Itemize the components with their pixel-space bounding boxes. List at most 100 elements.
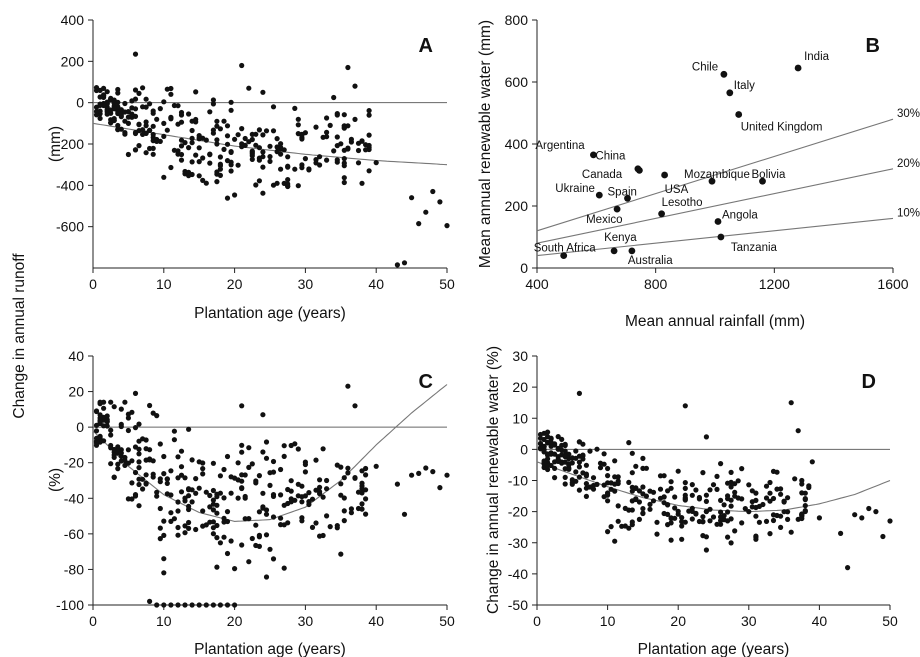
data-point [401, 260, 408, 266]
data-point [267, 482, 273, 488]
data-point [108, 432, 114, 438]
data-point [178, 137, 185, 143]
data-point [203, 522, 209, 528]
data-point [363, 496, 369, 502]
data-point [104, 89, 110, 95]
data-point [214, 137, 220, 143]
data-point [355, 505, 362, 512]
data-point [725, 496, 731, 502]
data-point [647, 488, 653, 494]
data-point [168, 510, 174, 516]
data-point [657, 486, 664, 492]
data-point [111, 117, 117, 123]
data-point [437, 199, 443, 205]
data-point [217, 166, 223, 172]
data-point [186, 519, 192, 526]
data-point [193, 89, 199, 95]
data-point [168, 602, 174, 608]
data-point [562, 448, 568, 454]
data-point [285, 177, 291, 183]
data-point [299, 494, 305, 500]
data-point [249, 153, 255, 159]
x-tick-label: 0 [89, 276, 97, 292]
data-point [728, 479, 734, 485]
data-point [157, 525, 163, 531]
data-point [587, 448, 593, 454]
data-point [193, 116, 199, 123]
data-point [203, 489, 209, 495]
data-point [665, 511, 671, 517]
data-point [270, 104, 277, 110]
data-point [341, 518, 347, 524]
data-point [178, 464, 185, 470]
y-tick-label: -10 [508, 473, 528, 489]
data-point [348, 506, 354, 512]
data-point [232, 566, 238, 572]
y-tick-label: -100 [56, 597, 84, 613]
data-point [210, 531, 216, 537]
data-point [423, 465, 429, 471]
data-point [359, 138, 365, 144]
data-point [140, 486, 146, 492]
data-point [253, 182, 259, 188]
data-point [267, 158, 273, 164]
data-point [679, 515, 685, 521]
data-point [186, 169, 192, 175]
data-point [313, 157, 319, 163]
data-point [562, 459, 568, 465]
y-tick-label: -20 [64, 455, 84, 471]
data-point [217, 602, 223, 608]
data-point [207, 160, 213, 166]
data-point [742, 506, 748, 512]
data-point [168, 116, 174, 122]
data-point [256, 178, 262, 184]
data-point [767, 531, 773, 537]
data-point [654, 531, 660, 537]
data-point [157, 441, 163, 447]
data-point [576, 474, 583, 480]
data-point [193, 490, 199, 496]
data-point [132, 87, 139, 93]
data-point [363, 511, 369, 517]
data-point [210, 602, 216, 608]
data-point [341, 175, 347, 181]
data-point [278, 515, 284, 521]
data-point [732, 493, 738, 499]
data-point [714, 473, 720, 479]
data-point [363, 147, 369, 153]
data-point [129, 496, 135, 502]
x-tick-label: 800 [644, 276, 668, 292]
ratio-line [536, 118, 894, 232]
data-point [93, 442, 100, 448]
data-point [267, 154, 273, 160]
country-label: Argentina [535, 140, 585, 152]
data-point [249, 136, 255, 143]
data-point [207, 504, 213, 510]
data-point [781, 509, 787, 515]
data-point [580, 452, 586, 458]
data-point [880, 533, 886, 540]
data-point [125, 447, 131, 453]
data-point [770, 512, 777, 518]
data-point [739, 496, 745, 502]
data-point [125, 151, 131, 158]
data-point [552, 475, 558, 481]
data-point [640, 455, 646, 461]
data-point [341, 160, 347, 166]
data-point [125, 114, 131, 120]
data-point [115, 86, 121, 93]
data-point [682, 485, 688, 491]
data-point [228, 149, 234, 155]
data-point [214, 510, 220, 516]
data-point [278, 151, 284, 157]
data-point [150, 151, 156, 157]
data-point [154, 116, 160, 122]
data-point [682, 403, 688, 409]
x-tick-label: 10 [156, 276, 172, 292]
data-point [224, 518, 231, 525]
data-point [122, 109, 128, 115]
data-point [661, 494, 667, 500]
data-point [186, 145, 192, 151]
data-point [366, 132, 372, 138]
data-point [267, 546, 273, 552]
